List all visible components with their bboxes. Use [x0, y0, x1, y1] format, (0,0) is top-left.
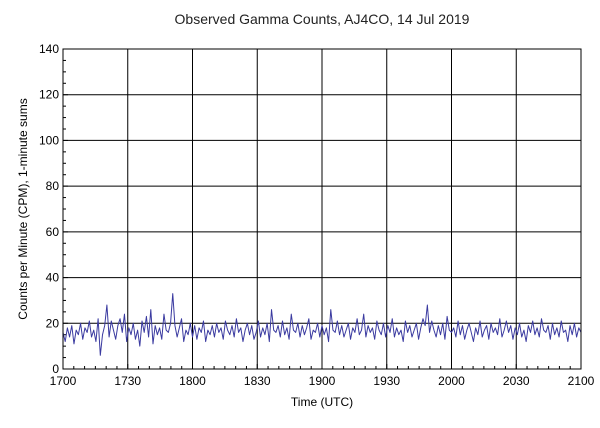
series-layer	[62, 293, 582, 356]
y-axis-label: Counts per Minute (CPM), 1-minute sums	[16, 98, 30, 319]
x-tick-label: 1930	[373, 374, 400, 388]
x-tick-label: 1830	[244, 374, 271, 388]
y-tick-label: 0	[52, 362, 59, 376]
y-tick-label: 20	[46, 316, 60, 330]
y-tick-label: 140	[39, 42, 59, 56]
x-tick-label: 1800	[179, 374, 206, 388]
x-tick-label: 1700	[50, 374, 77, 388]
y-tick-label: 120	[39, 88, 59, 102]
x-tick-label: 1730	[114, 374, 141, 388]
y-tick-label: 60	[46, 225, 60, 239]
x-tick-label: 2030	[503, 374, 530, 388]
y-tick-label: 80	[46, 179, 60, 193]
y-tick-label: 40	[46, 271, 60, 285]
tick-labels: 0 20 40 60 80 100 120 140 1700 1730 1800 1830 1900 19…	[39, 42, 595, 388]
y-tick-label: 100	[39, 133, 59, 147]
x-tick-label: 1900	[309, 374, 336, 388]
x-tick-label: 2000	[438, 374, 465, 388]
chart-title: Observed Gamma Counts, AJ4CO, 14 Jul 201…	[175, 11, 470, 27]
series-line-0	[62, 293, 582, 356]
x-tick-label: 2100	[568, 374, 595, 388]
grid-lines	[62, 48, 582, 370]
plot-frame	[62, 48, 582, 370]
x-axis-label: Time (UTC)	[291, 395, 353, 409]
